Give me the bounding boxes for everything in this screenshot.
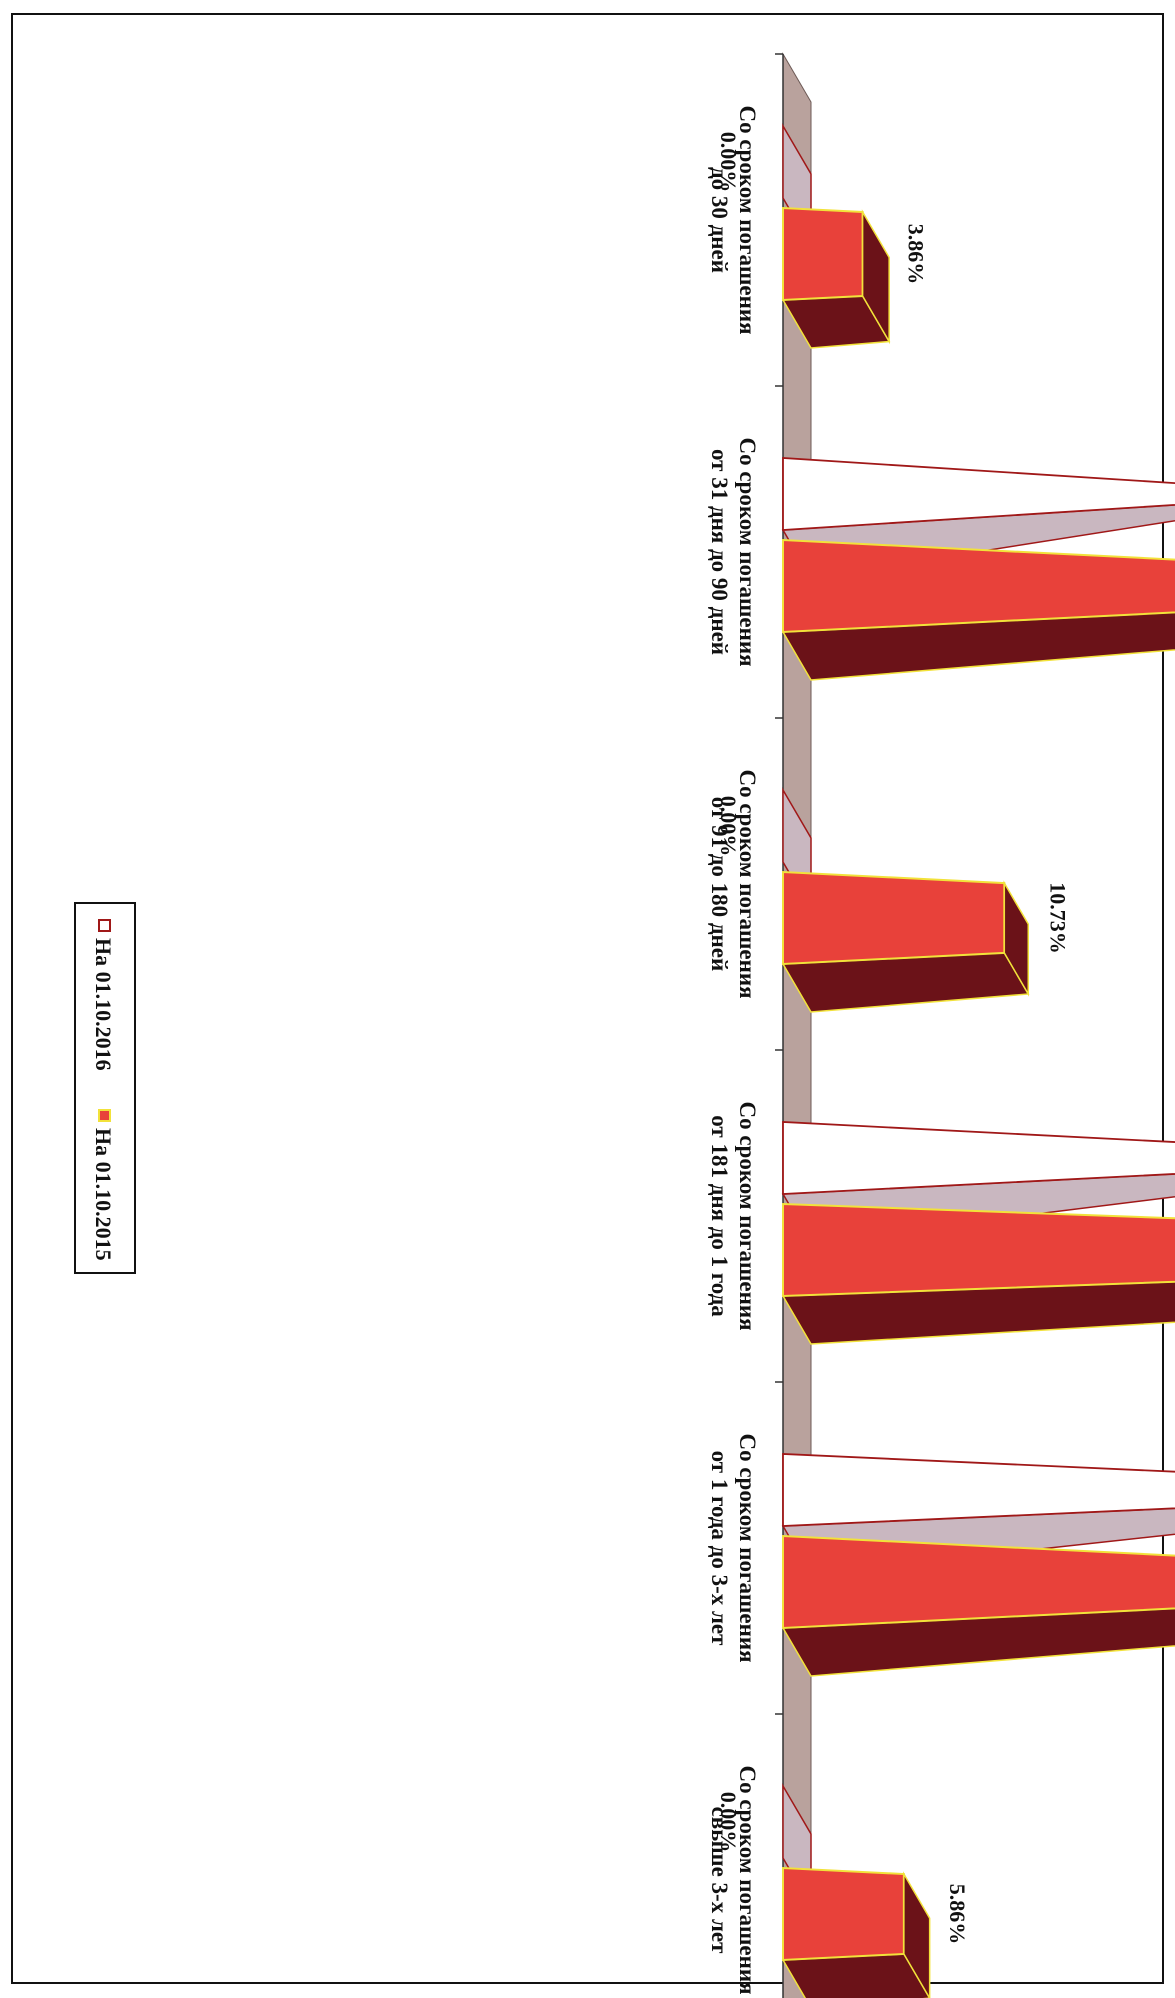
value-label: 3.86% <box>904 224 929 285</box>
category-label: от 91 до 180 дней <box>707 797 732 971</box>
frustum-top <box>861 209 890 345</box>
legend-box <box>74 902 136 1274</box>
value-label: 0.00% <box>716 132 741 193</box>
category-axis-floor <box>782 52 812 1998</box>
category-label: Со сроком погашения <box>735 1433 760 1662</box>
category-label: от 1 года до 3-х лет <box>707 1451 732 1646</box>
chart-legend: На 01.10.2016 На 01.10.2015 <box>74 902 136 1274</box>
frustum-top <box>903 1871 931 1998</box>
pyramid-front <box>782 457 1175 531</box>
pyramid-front <box>782 1121 1175 1195</box>
legend-label-series-1: На 01.10.2015 <box>91 1128 116 1261</box>
frustum-front <box>782 870 1006 966</box>
category-label: Со сроком погашения <box>735 105 760 334</box>
category-label: Со сроком погашения <box>735 437 760 666</box>
chart-bars <box>781 123 1175 1998</box>
frustum-front <box>782 1866 905 1962</box>
legend-swatch-series-1 <box>98 1109 111 1122</box>
frustum-front <box>782 206 864 302</box>
chart-value-labels: 0.00%27.26%0.00%34.10%38.63%0.00%3.86%23… <box>716 132 1070 1945</box>
value-label: 0.00% <box>716 1792 741 1853</box>
frustum-front <box>782 1534 1175 1630</box>
category-label: от 31 дня до 90 дней <box>707 449 732 655</box>
category-label: Со сроком погашения <box>735 769 760 998</box>
legend-swatch-series-0 <box>98 919 111 932</box>
category-label: Со сроком погашения <box>735 1101 760 1330</box>
category-label: от 181 дня до 1 года <box>707 1115 732 1317</box>
category-label: Со сроком погашения <box>735 1765 760 1994</box>
category-label: до 30 дней <box>707 167 732 273</box>
chart-border <box>11 13 1164 1984</box>
legend-label-series-0: На 01.10.2016 <box>91 938 116 1071</box>
value-label: 10.73% <box>1045 882 1070 954</box>
frustum-top <box>1003 880 1030 997</box>
value-label: 0.00% <box>716 796 741 857</box>
frustum-front <box>782 1202 1175 1298</box>
category-label: свыше 3-х лет <box>707 1807 732 1954</box>
pyramid-front <box>782 1453 1175 1527</box>
value-label: 5.86% <box>945 1884 970 1945</box>
chart-plot: 0.00%27.26%0.00%34.10%38.63%0.00%3.86%23… <box>74 52 1175 1998</box>
frustum-side <box>781 1269 1175 1345</box>
frustum-front <box>782 538 1175 634</box>
